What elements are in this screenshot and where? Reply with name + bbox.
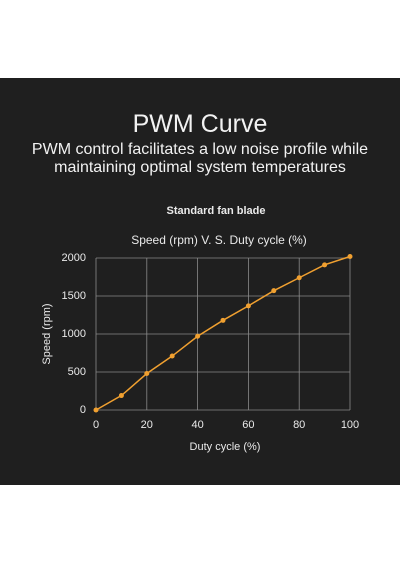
y-axis-label: Speed (rpm)	[41, 303, 53, 364]
y-tick-label: 0	[80, 404, 86, 416]
y-tick-label: 2000	[62, 252, 86, 264]
data-point	[93, 407, 99, 413]
chart-heading: Standard fan blade	[166, 205, 265, 217]
data-point	[220, 317, 226, 323]
data-point	[245, 303, 251, 309]
x-tick-label: 0	[93, 419, 99, 431]
data-point	[322, 262, 328, 268]
data-point	[169, 353, 175, 359]
chart-title: Speed (rpm) V. S. Duty cycle (%)	[131, 233, 307, 247]
data-point	[271, 288, 277, 294]
x-tick-label: 100	[341, 419, 359, 431]
x-tick-label: 20	[141, 419, 153, 431]
x-tick-label: 40	[191, 419, 203, 431]
data-point	[296, 275, 302, 281]
data-point	[195, 333, 201, 339]
y-tick-label: 1000	[62, 328, 86, 340]
data-line	[95, 255, 351, 411]
data-point	[347, 253, 353, 259]
x-tick-label: 60	[242, 419, 254, 431]
y-tick-label: 1500	[62, 290, 86, 302]
x-tick-label: 80	[293, 419, 305, 431]
y-tick-label: 500	[68, 366, 86, 378]
data-point	[118, 393, 124, 399]
dark-panel	[0, 78, 400, 485]
page-title: PWM Curve	[132, 110, 268, 138]
data-point	[144, 371, 150, 377]
x-axis-label: Duty cycle (%)	[190, 441, 261, 453]
page-subtitle: PWM control facilitates a low noise prof…	[31, 141, 369, 176]
